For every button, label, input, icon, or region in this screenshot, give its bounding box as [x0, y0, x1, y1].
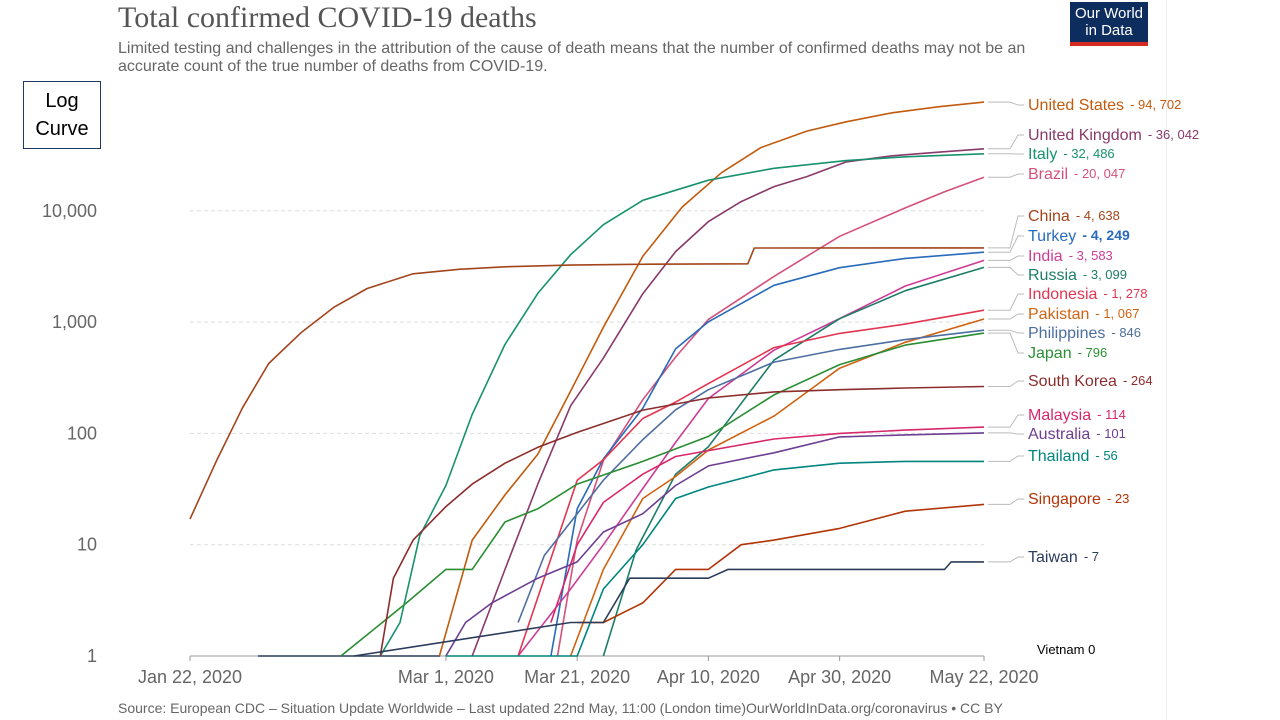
series-value-taiwan: - 7: [1084, 549, 1099, 564]
series-line-malaysia[interactable]: [550, 426, 985, 623]
series-value-china: - 4, 638: [1076, 208, 1120, 223]
series-line-pakistan[interactable]: [569, 318, 985, 657]
line-chart: 1 10 100 1,000 10,000 Jan 22, 2020 Mar 1, 2020…: [42, 97, 1199, 687]
series-line-south-korea[interactable]: [379, 385, 985, 657]
series-line-indonesia[interactable]: [517, 309, 985, 657]
scale-label-line-1: Log: [45, 90, 79, 112]
label-connector: [988, 134, 1024, 150]
series-value-singapore: - 23: [1107, 491, 1129, 506]
logo-line-1: Our World: [1074, 5, 1144, 22]
series-line-australia[interactable]: [445, 432, 985, 657]
series-line-philippines[interactable]: [517, 329, 985, 623]
logo-line-2: in Data: [1085, 22, 1133, 39]
label-connector: [988, 432, 1024, 435]
series-value-brazil: - 20, 047: [1074, 166, 1125, 181]
series-name-united-states[interactable]: United States: [1028, 97, 1124, 114]
scale-label-line-2: Curve: [35, 118, 89, 140]
series-value-united-kingdom: - 36, 042: [1148, 127, 1199, 142]
series-name-malaysia[interactable]: Malaysia: [1028, 407, 1091, 424]
series-name-india[interactable]: India: [1028, 248, 1063, 265]
series-value-indonesia: - 1, 278: [1103, 286, 1147, 301]
x-tick-label: Mar 21, 2020: [524, 667, 630, 687]
label-connector: [988, 235, 1024, 253]
y-tick-label: 10: [77, 535, 97, 555]
x-tick-label: Apr 30, 2020: [788, 667, 891, 687]
y-tick-label: 1,000: [52, 312, 97, 332]
series-line-india[interactable]: [517, 259, 985, 657]
series-name-italy[interactable]: Italy: [1028, 146, 1057, 163]
label-connector: [988, 332, 1024, 354]
x-tick-label: May 22, 2020: [929, 667, 1038, 687]
label-connector: [988, 329, 1024, 334]
series-name-thailand[interactable]: Thailand: [1028, 448, 1089, 465]
series-line-taiwan[interactable]: [353, 561, 984, 657]
label-connector: [988, 455, 1024, 462]
grid: [190, 210, 984, 546]
y-tick-label: 10,000: [42, 201, 97, 221]
series-name-japan[interactable]: Japan: [1028, 345, 1072, 362]
series-name-australia[interactable]: Australia: [1028, 426, 1090, 443]
series-labels: United States - 94, 702 United Kingdom - 36…: [988, 97, 1199, 566]
scale-label-box: Log Curve: [23, 81, 101, 149]
vietnam-annotation: Vietnam 0: [1037, 642, 1095, 657]
series-name-philippines[interactable]: Philippines: [1028, 325, 1105, 342]
series-value-philippines: - 846: [1111, 325, 1141, 340]
series-name-indonesia[interactable]: Indonesia: [1028, 286, 1097, 303]
series-line-united-states[interactable]: [438, 101, 985, 657]
label-connector: [988, 498, 1024, 505]
series-line-japan[interactable]: [340, 332, 985, 657]
series-value-italy: - 32, 486: [1063, 146, 1114, 161]
x-tick-label: Mar 1, 2020: [398, 667, 494, 687]
chart-title: Total confirmed COVID-19 deaths: [118, 1, 537, 34]
series-value-turkey: - 4, 249: [1082, 227, 1130, 243]
series-line-singapore[interactable]: [577, 503, 985, 624]
series-value-japan: - 796: [1078, 345, 1108, 360]
right-edge-rule: [1166, 0, 1167, 720]
series-lines: [189, 101, 985, 657]
label-connector: [988, 266, 1024, 276]
owid-logo[interactable]: Our World in Data: [1070, 2, 1148, 46]
x-tick-label: Apr 10, 2020: [657, 667, 760, 687]
series-name-singapore[interactable]: Singapore: [1028, 491, 1101, 508]
series-name-taiwan[interactable]: Taiwan: [1028, 549, 1078, 566]
axes: 1 10 100 1,000 10,000 Jan 22, 2020 Mar 1, 2020…: [42, 201, 1039, 687]
series-name-pakistan[interactable]: Pakistan: [1028, 306, 1089, 323]
series-value-russia: - 3, 099: [1083, 267, 1127, 282]
series-name-united-kingdom[interactable]: United Kingdom: [1028, 127, 1142, 144]
series-line-russia[interactable]: [602, 266, 985, 657]
series-name-china[interactable]: China: [1028, 208, 1070, 225]
series-line-united-kingdom[interactable]: [471, 148, 985, 657]
label-connector: [988, 414, 1024, 428]
series-value-thailand: - 56: [1095, 448, 1117, 463]
series-value-india: - 3, 583: [1069, 248, 1113, 263]
series-name-russia[interactable]: Russia: [1028, 267, 1077, 284]
label-connector: [988, 173, 1024, 178]
series-line-italy[interactable]: [379, 153, 985, 657]
chart-subtitle: Limited testing and challenges in the at…: [118, 40, 1026, 75]
label-connector: [988, 556, 1024, 563]
label-connector: [988, 215, 1024, 249]
x-tick-label: Jan 22, 2020: [138, 667, 242, 687]
series-value-united-states: - 94, 702: [1130, 97, 1181, 112]
series-name-south-korea[interactable]: South Korea: [1028, 373, 1117, 390]
label-connector: [988, 380, 1024, 387]
y-tick-label: 1: [87, 646, 97, 666]
series-line-china[interactable]: [189, 247, 985, 520]
series-line-brazil[interactable]: [556, 176, 985, 657]
label-connector: [988, 313, 1024, 320]
source-footer[interactable]: Source: European CDC – Situation Update …: [118, 700, 1003, 716]
label-connector: [988, 101, 1024, 106]
label-connector: [988, 293, 1024, 311]
y-tick-label: 100: [67, 423, 97, 443]
series-value-pakistan: - 1, 067: [1095, 306, 1139, 321]
series-name-brazil[interactable]: Brazil: [1028, 166, 1068, 183]
series-line-thailand[interactable]: [445, 460, 984, 657]
series-line-turkey[interactable]: [550, 251, 985, 657]
series-value-malaysia: - 114: [1097, 407, 1126, 422]
series-value-australia: - 101: [1096, 426, 1126, 441]
label-connector: [988, 255, 1024, 261]
series-name-turkey[interactable]: Turkey: [1028, 228, 1076, 245]
series-value-south-korea: - 264: [1123, 373, 1153, 388]
